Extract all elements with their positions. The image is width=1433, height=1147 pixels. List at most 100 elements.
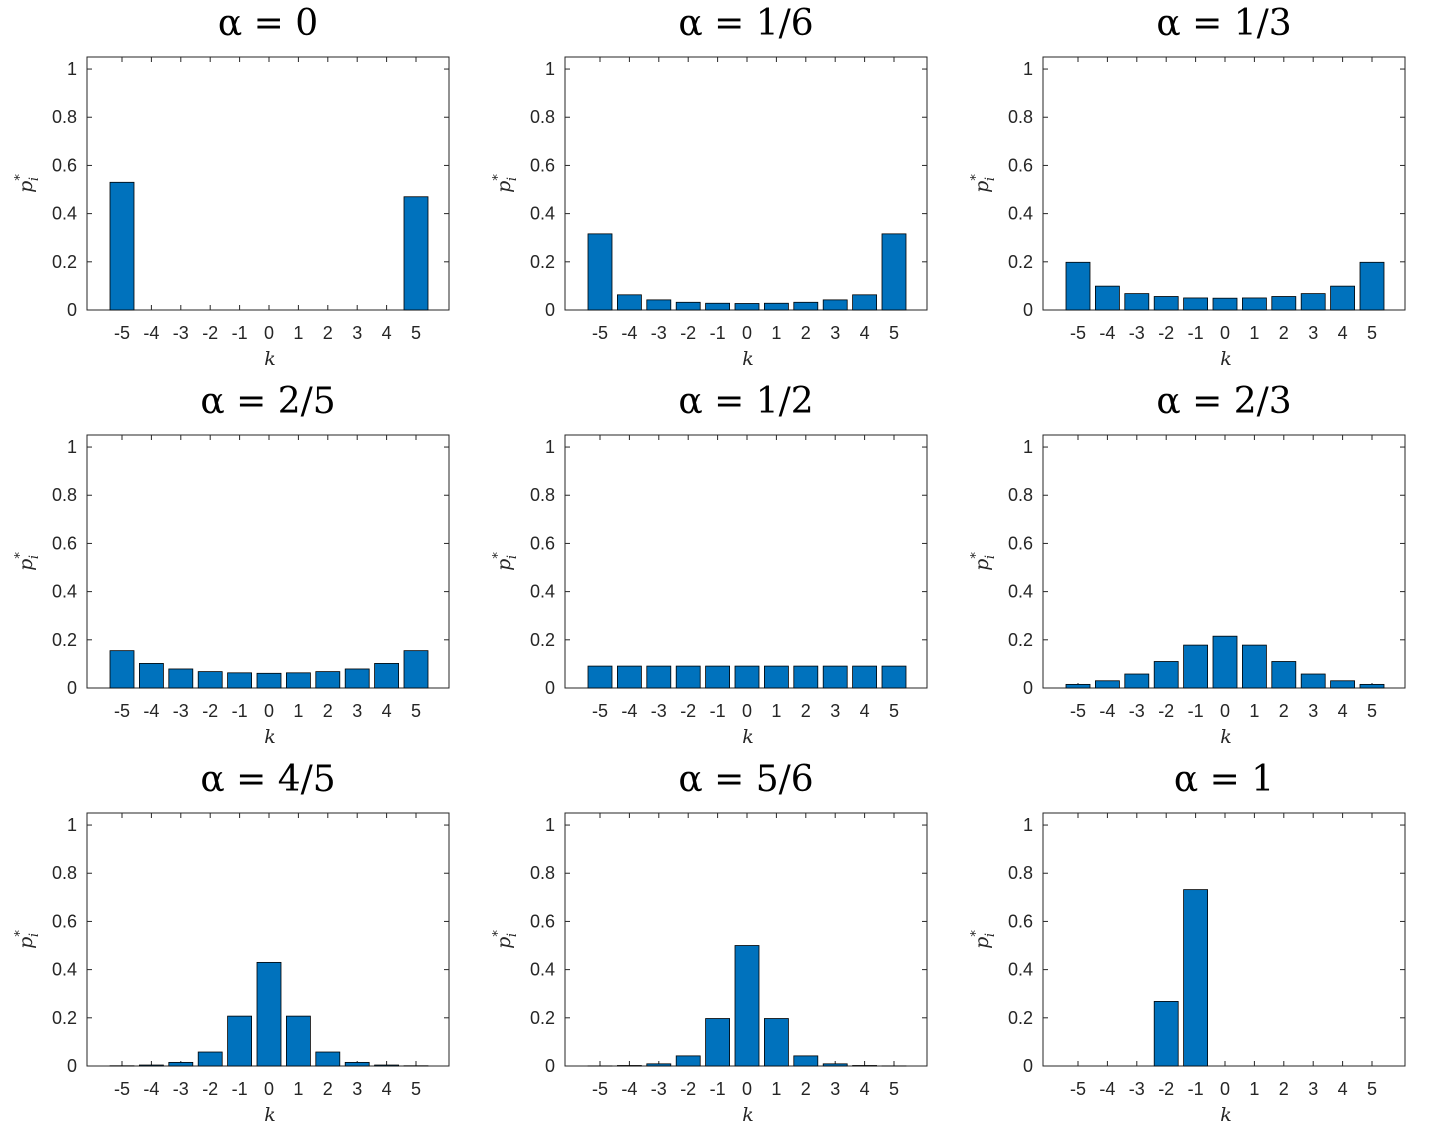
x-tick-label: 3 [352, 323, 362, 343]
y-label-base: p [971, 559, 993, 571]
x-tick-label: 2 [1279, 701, 1289, 721]
y-label-base: p [493, 937, 515, 949]
bar-k4 [374, 1064, 400, 1067]
x-tick-label: 0 [264, 1079, 274, 1099]
bar-k-5 [109, 650, 135, 689]
x-tick-label: 0 [1220, 323, 1230, 343]
x-axis-label: k [742, 726, 754, 748]
x-tick-label: 1 [293, 701, 303, 721]
x-tick-label: 2 [323, 1079, 333, 1099]
y-tick-label: 1 [545, 59, 555, 79]
x-tick-label: -1 [1188, 1079, 1204, 1099]
y-axis-label: p*i [491, 930, 520, 949]
y-tick-label: 0.6 [1008, 911, 1033, 931]
axes-box [86, 434, 450, 689]
y-label-subscript: i [983, 177, 998, 181]
x-tick-label: -3 [1129, 323, 1145, 343]
bar-k2 [793, 301, 819, 311]
y-tick-label: 0.6 [530, 911, 555, 931]
y-tick-label: 0.8 [52, 107, 77, 127]
x-axis-label: k [1220, 348, 1232, 370]
bar-k-4 [617, 665, 642, 689]
bar-k0 [256, 961, 282, 1067]
x-tick-label: 0 [742, 1079, 752, 1099]
x-tick-label: 1 [293, 1079, 303, 1099]
y-tick-label: 1 [1023, 59, 1033, 79]
y-tick-label: 0.8 [530, 863, 555, 883]
y-label-superscript: * [969, 552, 984, 559]
bar-k3 [822, 665, 848, 689]
bar-k3 [1300, 673, 1326, 689]
bar-k2 [1271, 661, 1297, 689]
bar-k-3 [1124, 673, 1150, 689]
y-label-base: p [971, 937, 993, 949]
x-tick-label: -5 [1070, 701, 1086, 721]
bar-k-4 [617, 294, 642, 311]
axes-box [1042, 812, 1406, 1067]
x-tick-label: 4 [1338, 1079, 1348, 1099]
x-tick-label: -2 [1158, 701, 1174, 721]
bar-k-3 [646, 299, 672, 311]
bar-k2 [1271, 296, 1297, 311]
x-axis-label: k [742, 1104, 754, 1126]
bar-k0 [734, 945, 760, 1067]
y-tick-label: 1 [545, 437, 555, 457]
subplot-title: α = 4/5 [200, 759, 335, 800]
y-tick-label: 0.2 [1008, 252, 1033, 272]
x-tick-label: 2 [801, 323, 811, 343]
subplot-title: α = 0 [218, 3, 318, 44]
y-tick-label: 0.8 [52, 863, 77, 883]
bar-k-3 [646, 665, 672, 689]
x-tick-label: 5 [1367, 323, 1377, 343]
x-axis-label: k [264, 348, 276, 370]
x-tick-label: 3 [1308, 1079, 1318, 1099]
subplot-title: α = 1 [1174, 759, 1274, 800]
y-tick-label: 0.6 [1008, 155, 1033, 175]
x-tick-label: 2 [323, 323, 333, 343]
x-tick-label: -2 [202, 1079, 218, 1099]
y-label-superscript: * [13, 930, 28, 937]
bar-k1 [1242, 644, 1267, 689]
y-label-base: p [493, 181, 515, 193]
y-tick-label: 0.2 [52, 252, 77, 272]
y-tick-label: 0.2 [52, 1008, 77, 1028]
y-tick-label: 0.2 [1008, 630, 1033, 650]
bar-k-1 [227, 1015, 253, 1067]
x-tick-label: 0 [742, 323, 752, 343]
x-tick-label: 3 [352, 701, 362, 721]
y-tick-label: 0 [1023, 300, 1033, 320]
x-tick-label: -4 [143, 701, 159, 721]
x-axis-label: k [264, 726, 276, 748]
subplot-9: α = 100.20.40.60.81-5 -4 -3 -2 -1 0 1 2 3 4 5kp*i [969, 759, 1406, 1126]
x-tick-label: 4 [382, 323, 392, 343]
y-axis-label: p*i [13, 552, 42, 571]
bar-k4 [1330, 285, 1355, 311]
axes-box [86, 56, 450, 311]
x-tick-label: -1 [1188, 701, 1204, 721]
bar-k-1 [227, 672, 253, 689]
y-label-subscript: i [983, 933, 998, 937]
y-tick-label: 0.6 [530, 533, 555, 553]
subplot-title: α = 1/2 [678, 381, 813, 422]
x-tick-label: 2 [801, 701, 811, 721]
y-label-superscript: * [491, 930, 506, 937]
x-tick-label: -5 [114, 323, 130, 343]
y-label-base: p [971, 181, 993, 193]
x-axis-label: k [1220, 726, 1232, 748]
x-tick-label: 5 [411, 1079, 421, 1099]
y-tick-label: 0.2 [530, 630, 555, 650]
y-label-base: p [15, 181, 37, 193]
x-tick-label: -5 [1070, 1079, 1086, 1099]
x-tick-label: -4 [1099, 701, 1115, 721]
y-tick-label: 0.4 [1008, 960, 1033, 980]
bar-k-4 [138, 1064, 164, 1067]
bar-k5 [881, 665, 907, 689]
bar-k2 [793, 665, 819, 689]
bar-k-5 [109, 181, 135, 311]
bar-k3 [344, 1061, 370, 1067]
y-tick-label: 0.6 [52, 155, 77, 175]
x-tick-label: -5 [1070, 323, 1086, 343]
bar-k-2 [675, 1055, 701, 1067]
bar-k1 [764, 1018, 789, 1067]
